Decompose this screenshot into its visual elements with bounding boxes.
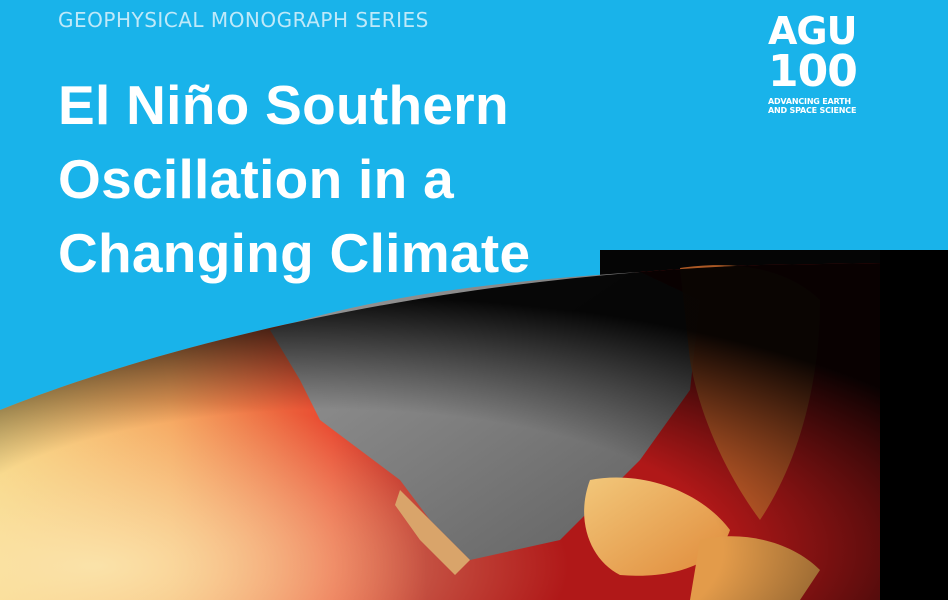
agu-100-logo: AGU 100 ADVANCING EARTH AND SPACE SCIENC… [768,12,872,115]
book-title: El Niño Southern Oscillation in a Changi… [58,68,530,290]
logo-tagline-line-2: AND SPACE SCIENCE [768,106,857,115]
logo-tagline-line-1: ADVANCING EARTH [768,97,851,106]
title-line-1: El Niño Southern [58,74,509,136]
series-label: GEOPHYSICAL MONOGRAPH SERIES [58,8,429,32]
logo-tagline: ADVANCING EARTH AND SPACE SCIENCE [768,97,872,115]
logo-100-text: 100 [768,46,858,97]
title-line-3: Changing Climate [58,222,531,284]
title-line-2: Oscillation in a [58,148,455,210]
logo-agu-text: AGU [768,9,857,53]
